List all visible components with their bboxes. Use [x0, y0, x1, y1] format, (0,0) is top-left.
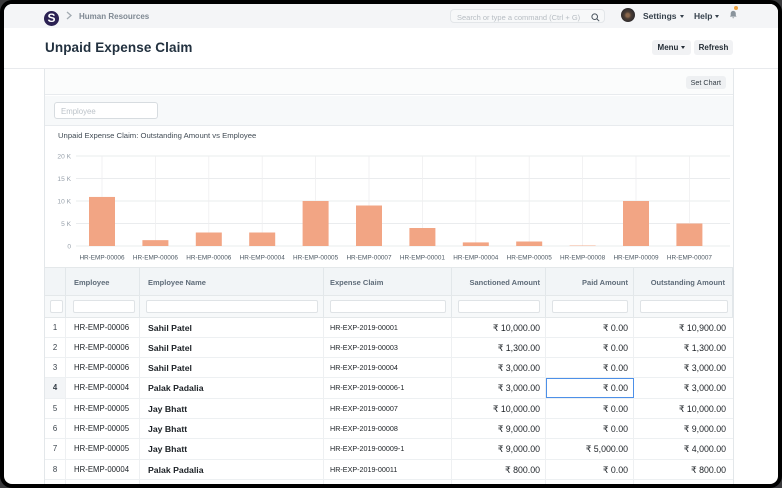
svg-text:HR-EMP-00005: HR-EMP-00005: [507, 255, 553, 262]
svg-text:HR-EMP-00006: HR-EMP-00006: [133, 255, 179, 262]
svg-text:HR-EMP-00005: HR-EMP-00005: [293, 255, 339, 262]
svg-text:10 K: 10 K: [57, 198, 71, 205]
svg-text:HR-EMP-00004: HR-EMP-00004: [240, 255, 286, 262]
svg-text:0: 0: [67, 243, 71, 250]
svg-text:15 K: 15 K: [57, 176, 71, 183]
svg-text:HR-EMP-00007: HR-EMP-00007: [667, 255, 713, 262]
svg-text:20 K: 20 K: [57, 153, 71, 160]
svg-text:HR-EMP-00008: HR-EMP-00008: [560, 255, 606, 262]
svg-text:HR-EMP-00009: HR-EMP-00009: [613, 255, 659, 262]
svg-text:HR-EMP-00004: HR-EMP-00004: [453, 255, 499, 262]
svg-text:HR-EMP-00006: HR-EMP-00006: [186, 255, 232, 262]
svg-text:HR-EMP-00006: HR-EMP-00006: [79, 255, 125, 262]
svg-text:5 K: 5 K: [61, 221, 71, 228]
svg-text:HR-EMP-00001: HR-EMP-00001: [400, 255, 446, 262]
svg-text:HR-EMP-00007: HR-EMP-00007: [346, 255, 392, 262]
